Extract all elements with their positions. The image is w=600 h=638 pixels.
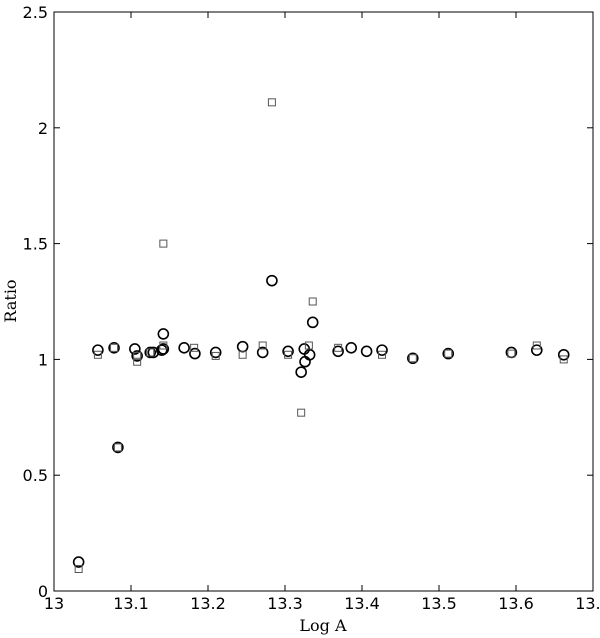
- point: [209, 346, 222, 359]
- point: [110, 343, 119, 352]
- point: [129, 343, 141, 355]
- y-tick-label: 2: [38, 119, 48, 138]
- point: [157, 343, 170, 355]
- point: [295, 366, 307, 378]
- point: [297, 408, 306, 417]
- point: [378, 350, 387, 359]
- x-tick-label: 13.7: [575, 594, 600, 613]
- point: [334, 343, 343, 352]
- point: [146, 348, 155, 357]
- point: [444, 349, 453, 358]
- point: [408, 354, 417, 363]
- point: [306, 316, 319, 329]
- point: [256, 346, 269, 359]
- point: [557, 348, 570, 361]
- x-axis-label: Log A: [299, 616, 347, 635]
- point: [93, 350, 102, 359]
- point: [178, 342, 190, 354]
- point: [156, 344, 168, 356]
- y-tick-label: 0.5: [23, 466, 48, 485]
- point: [303, 348, 316, 361]
- point: [332, 345, 344, 358]
- x-tick-label: 13.1: [113, 594, 149, 613]
- point: [92, 344, 104, 356]
- point: [72, 556, 85, 568]
- point: [345, 342, 358, 354]
- point: [266, 274, 278, 287]
- point: [189, 347, 201, 360]
- point: [147, 346, 160, 359]
- point: [157, 328, 170, 340]
- point: [559, 355, 568, 364]
- point: [113, 443, 122, 452]
- point: [238, 350, 247, 359]
- point: [376, 344, 388, 356]
- point: [74, 564, 83, 573]
- y-axis-label: Ratio: [1, 279, 20, 322]
- point: [236, 340, 249, 353]
- x-tick-label: 13.6: [498, 594, 534, 613]
- point: [360, 345, 373, 358]
- point: [442, 347, 455, 360]
- point: [532, 341, 541, 350]
- point: [190, 343, 199, 352]
- x-tick-label: 13.5: [421, 594, 457, 613]
- point: [284, 350, 293, 359]
- point: [407, 352, 419, 365]
- point: [159, 341, 168, 350]
- y-tick-label: 1: [38, 350, 48, 369]
- point: [133, 357, 142, 366]
- point: [112, 441, 124, 454]
- point: [282, 345, 294, 358]
- point: [530, 344, 543, 356]
- point: [308, 297, 317, 306]
- point: [211, 351, 220, 360]
- point: [144, 346, 157, 359]
- x-tick-label: 13: [44, 594, 64, 613]
- y-tick-label: 0: [38, 582, 48, 601]
- point: [258, 341, 267, 350]
- y-tick-label: 2.5: [23, 3, 48, 22]
- x-tick-label: 13.3: [267, 594, 303, 613]
- point: [108, 342, 120, 354]
- point: [133, 351, 142, 360]
- point: [159, 239, 168, 248]
- point: [507, 349, 516, 358]
- x-tick-label: 13.4: [344, 594, 380, 613]
- y-tick-label: 1.5: [23, 235, 48, 254]
- point: [304, 341, 313, 350]
- x-tick-label: 13.2: [190, 594, 226, 613]
- plot-frame: [53, 11, 594, 592]
- point: [267, 98, 276, 107]
- point: [131, 350, 143, 362]
